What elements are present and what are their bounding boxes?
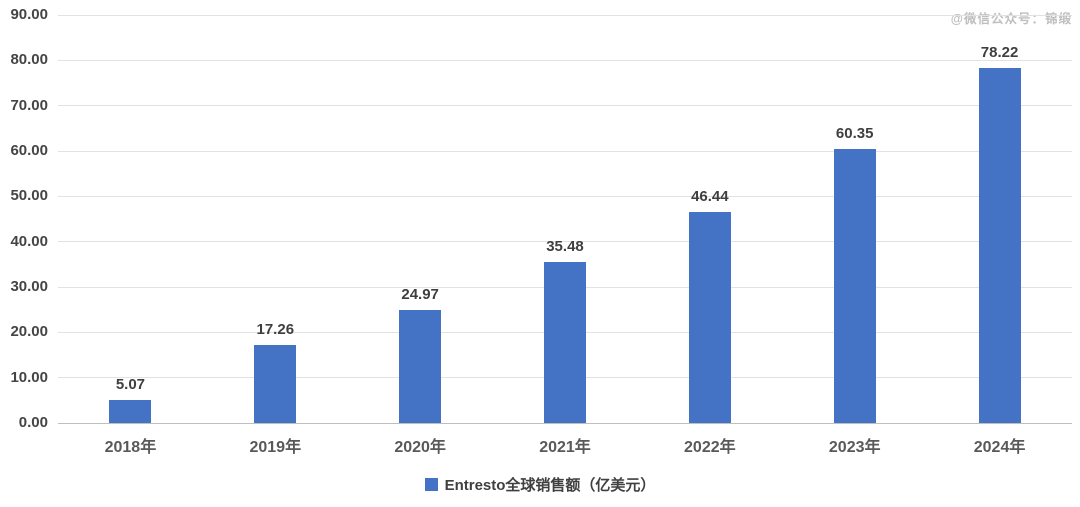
y-axis-tick-label: 20.00 [10,323,48,341]
y-axis-tick-label: 0.00 [18,414,48,431]
x-axis-tick-label: 2024年 [973,439,1026,456]
y-axis-tick-label: 60.00 [10,142,48,159]
bar [254,344,297,423]
y-axis-tick-label: 80.00 [10,51,48,69]
bar-value-label: 35.48 [546,238,584,256]
x-axis-line [58,422,1072,424]
y-axis-tick-label: 10.00 [10,368,48,386]
gridline [58,59,1072,61]
x-axis-tick-label: 2019年 [249,439,302,456]
gridline [58,105,1072,107]
bar-value-label: 78.22 [980,44,1019,62]
bar-value-label: 5.07 [115,376,146,394]
x-axis-tick-label: 2021年 [539,439,591,456]
y-axis-tick-label: 70.00 [10,96,48,114]
legend: Entresto全球销售额（亿美元） [0,474,1080,495]
bar [688,212,731,423]
y-axis-tick-label: 30.00 [10,278,48,295]
x-axis-tick-label: 2018年 [104,439,157,456]
bar [109,400,152,423]
bar [978,68,1021,423]
legend-label: Entresto全球销售额（亿美元） [444,477,656,494]
y-axis-tick-label: 50.00 [10,187,48,205]
plot-area: 5.07 17.26 24.97 35.48 46.44 60.35 78.22 [58,14,1072,424]
bar-value-label: 46.44 [691,188,729,206]
gridline [58,150,1072,152]
bar [399,309,442,423]
y-axis-tick-label: 90.00 [10,6,48,23]
bar-value-label: 24.97 [401,285,439,303]
gridline [58,241,1072,243]
bar [544,262,586,423]
legend-marker-icon [424,478,438,491]
gridline [58,14,1072,16]
bar [833,149,876,423]
bar-value-label: 17.26 [256,320,295,338]
watermark: @微信公众号：锦缎 [950,12,1072,26]
x-axis-tick-label: 2022年 [684,439,736,456]
y-axis-tick-label: 40.00 [10,232,48,250]
gridline [58,195,1072,197]
x-axis-tick-label: 2020年 [394,439,446,456]
x-axis-tick-label: 2023年 [828,439,881,456]
bar-value-label: 60.35 [835,125,874,143]
